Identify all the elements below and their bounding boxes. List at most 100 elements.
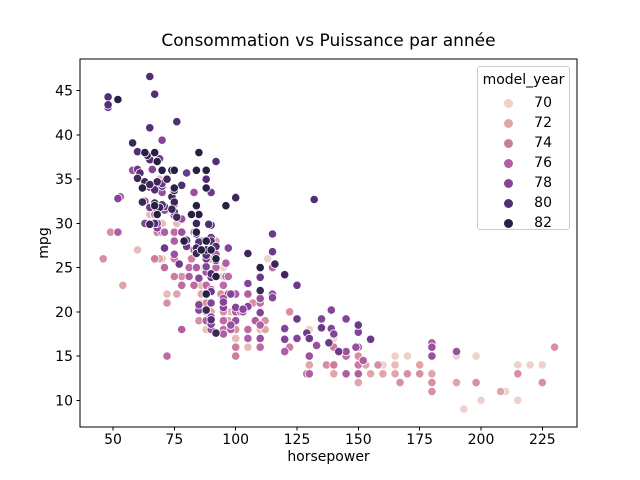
data-point	[329, 360, 339, 370]
data-point	[172, 212, 182, 222]
x-tick-label: 100	[222, 432, 249, 448]
data-point	[267, 247, 278, 257]
data-point	[267, 293, 278, 303]
data-point	[174, 259, 184, 269]
legend-rows: 70 72 74 76 78 80 82	[478, 93, 569, 233]
data-point	[132, 173, 143, 183]
data-point	[395, 377, 405, 388]
y-axis-label: mpg	[36, 227, 52, 259]
data-point	[262, 254, 273, 264]
data-point	[270, 259, 280, 269]
data-point	[427, 351, 437, 361]
x-tick-label: 150	[345, 432, 372, 448]
data-point	[206, 315, 216, 325]
data-point	[206, 245, 216, 255]
data-point	[184, 271, 194, 282]
data-point	[243, 248, 253, 259]
data-point	[194, 273, 204, 283]
y-tick-label: 35	[55, 172, 73, 188]
data-point	[167, 204, 177, 214]
data-point	[159, 227, 170, 237]
data-point	[525, 360, 535, 370]
data-point	[191, 201, 201, 211]
x-tick-label: 125	[284, 432, 311, 448]
data-point	[231, 351, 241, 361]
data-point	[194, 300, 204, 310]
data-point	[292, 280, 302, 290]
y-tick-label: 40	[55, 128, 73, 144]
data-point	[157, 135, 167, 145]
data-point	[365, 369, 376, 379]
data-point	[255, 272, 265, 282]
data-point	[326, 305, 336, 315]
data-point	[415, 369, 425, 379]
legend-entry-label: 78	[534, 175, 552, 191]
data-point	[206, 298, 216, 308]
data-point	[226, 320, 236, 330]
data-point	[221, 201, 231, 211]
data-point	[292, 314, 302, 324]
y-tick-label: 20	[55, 305, 73, 321]
data-point	[255, 262, 265, 273]
data-point	[152, 156, 162, 167]
data-point	[145, 123, 155, 133]
data-point	[162, 351, 172, 361]
data-point	[169, 165, 179, 175]
data-point	[113, 94, 123, 105]
data-point	[172, 117, 182, 127]
data-point	[162, 174, 172, 184]
data-point	[223, 271, 233, 282]
data-point	[169, 183, 179, 193]
data-point	[373, 360, 383, 370]
data-point	[179, 236, 189, 246]
data-point	[231, 193, 241, 203]
data-point	[280, 270, 290, 280]
legend-entry: 76	[478, 153, 569, 173]
data-point	[189, 280, 199, 290]
data-point	[128, 138, 138, 148]
data-point	[118, 280, 128, 290]
data-point	[402, 369, 412, 379]
x-tick-label: 75	[165, 432, 183, 448]
data-point	[172, 289, 182, 299]
data-point	[341, 369, 351, 379]
data-point	[378, 369, 388, 379]
data-point	[177, 227, 187, 237]
data-point	[113, 194, 123, 204]
data-point	[280, 334, 290, 344]
legend: model_year 70 72 74 76 78 80 82	[477, 66, 570, 233]
legend-title: model_year	[482, 72, 565, 88]
data-point	[243, 278, 253, 289]
data-point	[341, 314, 351, 324]
data-point	[353, 320, 363, 330]
legend-entry-label: 72	[534, 115, 552, 131]
data-point	[351, 342, 361, 352]
data-point	[255, 333, 265, 343]
data-point	[471, 351, 481, 361]
x-tick-label: 175	[406, 432, 433, 448]
data-point	[280, 323, 290, 334]
legend-marker-icon	[504, 198, 513, 208]
data-point	[157, 165, 167, 175]
data-point	[243, 333, 253, 343]
legend-marker-icon	[504, 158, 513, 168]
data-point	[549, 342, 560, 352]
data-point	[304, 351, 314, 361]
data-point	[311, 340, 322, 351]
data-point	[255, 320, 265, 330]
data-point	[201, 165, 211, 175]
data-point	[353, 369, 363, 379]
data-point	[103, 100, 113, 110]
data-point	[194, 148, 204, 158]
data-point	[169, 236, 179, 246]
legend-entry: 78	[478, 173, 569, 193]
data-point	[137, 197, 147, 207]
data-point	[201, 289, 211, 299]
data-point	[304, 333, 314, 343]
data-point	[196, 245, 206, 255]
legend-marker-icon	[504, 138, 513, 148]
data-point	[402, 351, 412, 361]
data-point	[147, 164, 157, 174]
data-point	[211, 271, 221, 282]
